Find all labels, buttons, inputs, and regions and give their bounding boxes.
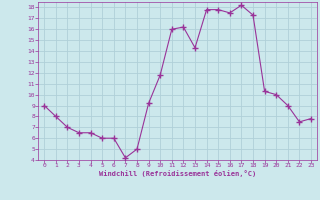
X-axis label: Windchill (Refroidissement éolien,°C): Windchill (Refroidissement éolien,°C) bbox=[99, 170, 256, 177]
